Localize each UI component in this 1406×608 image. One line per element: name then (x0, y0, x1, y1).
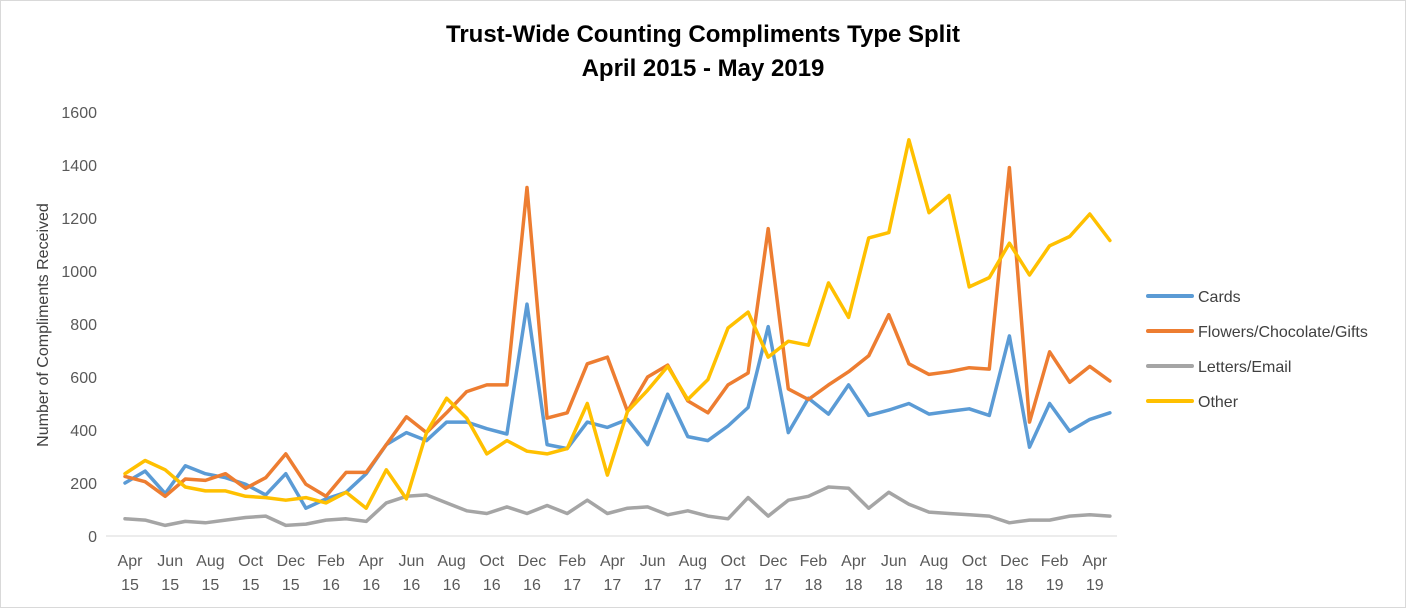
x-tick-label-month: Apr (359, 553, 385, 570)
y-tick-label: 1400 (61, 158, 97, 175)
x-tick-label-month: Jun (881, 553, 907, 570)
x-tick-label-year: 15 (202, 577, 220, 594)
y-tick-label: 1600 (61, 105, 97, 122)
x-tick-label-year: 16 (322, 577, 340, 594)
x-tick-label-year: 15 (121, 577, 139, 594)
x-tick-label-month: Oct (479, 553, 504, 570)
x-tick-label-year: 18 (1006, 577, 1024, 594)
x-tick-label-month: Aug (679, 553, 707, 570)
x-tick-label-month: Oct (238, 553, 263, 570)
x-tick-label-year: 15 (242, 577, 260, 594)
x-tick-label-year: 15 (161, 577, 179, 594)
legend-label-letters-email: Letters/Email (1198, 359, 1291, 376)
x-tick-label-month: Jun (640, 553, 666, 570)
series-line-cards (123, 302, 1112, 510)
y-axis: 0 200 400 600 800 1000 1200 1400 1600 (61, 105, 97, 546)
x-tick-label-month: Jun (157, 553, 183, 570)
y-tick-label: 1200 (61, 211, 97, 228)
x-tick-label-year: 16 (483, 577, 501, 594)
series-line-other (123, 138, 1112, 510)
x-tick-label-month: Dec (1000, 553, 1028, 570)
x-tick-label-year: 18 (845, 577, 863, 594)
x-tick-label-year: 16 (362, 577, 380, 594)
x-tick-label-year: 15 (282, 577, 300, 594)
x-tick-label-month: Jun (399, 553, 425, 570)
x-axis: Apr 15 Jun 15 Aug 15 Oct 15 Dec 15 Feb 16 Apr 16 Jun 16… (106, 535, 1117, 594)
x-tick-label-month: Aug (920, 553, 948, 570)
legend-label-cards: Cards (1198, 289, 1241, 306)
series-line-flowers-chocolate-gifts (123, 165, 1112, 499)
y-tick-label: 400 (70, 423, 97, 440)
x-tick-label-year: 18 (925, 577, 943, 594)
chart-subtitle: April 2015 - May 2019 (581, 55, 825, 82)
x-tick-label-year: 18 (965, 577, 983, 594)
x-tick-label-year: 18 (885, 577, 903, 594)
y-tick-label: 800 (70, 317, 97, 334)
y-tick-label: 0 (88, 529, 97, 546)
x-tick-label-month: Aug (437, 553, 465, 570)
x-tick-label-month: Feb (800, 553, 828, 570)
legend: Cards Flowers/Chocolate/Gifts Letters/Emai… (1146, 289, 1368, 411)
x-tick-label-year: 19 (1046, 577, 1064, 594)
y-axis-title: Number of Compliments Received (35, 203, 52, 447)
x-tick-label-year: 18 (805, 577, 823, 594)
x-tick-label-month: Dec (759, 553, 787, 570)
x-tick-label-month: Apr (841, 553, 867, 570)
series-layer (123, 138, 1112, 528)
x-tick-label-month: Dec (518, 553, 546, 570)
chart-title: Trust-Wide Counting Compliments Type Spl… (446, 21, 960, 48)
series-line-letters-email (123, 485, 1112, 528)
x-tick-label-year: 19 (1086, 577, 1104, 594)
x-tick-label-year: 17 (764, 577, 782, 594)
x-tick-label-year: 17 (684, 577, 702, 594)
chart-title-block: Trust-Wide Counting Compliments Type Spl… (0, 18, 1406, 86)
x-tick-label-year: 17 (724, 577, 742, 594)
x-tick-label-year: 16 (403, 577, 421, 594)
x-tick-label-month: Apr (1082, 553, 1108, 570)
x-tick-label-month: Apr (118, 553, 144, 570)
x-tick-label-year: 17 (604, 577, 622, 594)
x-tick-label-year: 16 (443, 577, 461, 594)
x-tick-label-month: Apr (600, 553, 626, 570)
x-tick-label-month: Feb (317, 553, 345, 570)
x-tick-label-month: Oct (721, 553, 746, 570)
y-tick-label: 1000 (61, 264, 97, 281)
legend-label-other: Other (1198, 394, 1239, 411)
legend-label-flowers-chocolate-gifts: Flowers/Chocolate/Gifts (1198, 324, 1368, 341)
x-tick-label-month: Feb (1041, 553, 1069, 570)
y-tick-label: 200 (70, 476, 97, 493)
x-tick-label-month: Dec (277, 553, 305, 570)
x-tick-label-month: Oct (962, 553, 987, 570)
x-tick-label-month: Feb (558, 553, 586, 570)
y-tick-label: 600 (70, 370, 97, 387)
x-tick-label-year: 16 (523, 577, 541, 594)
x-tick-label-year: 17 (644, 577, 662, 594)
x-tick-label-year: 17 (563, 577, 581, 594)
x-tick-label-month: Aug (196, 553, 224, 570)
